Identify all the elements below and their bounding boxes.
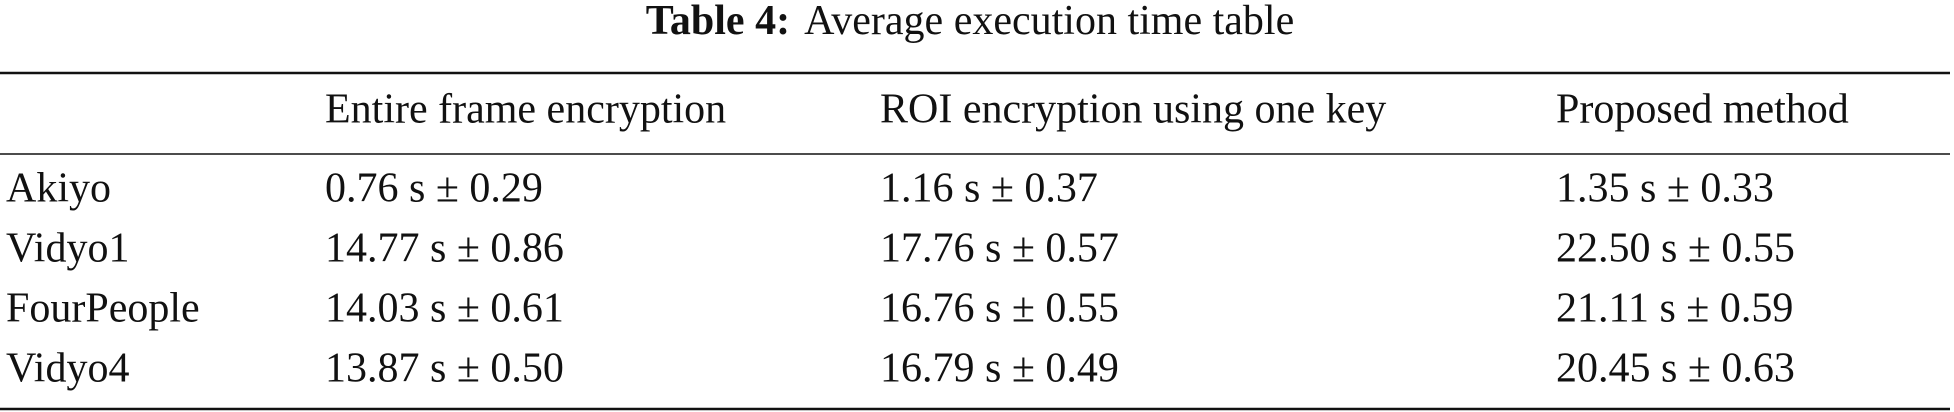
row-label: Vidyo1: [6, 226, 129, 272]
table-cell: 14.77 s ± 0.86: [325, 226, 564, 272]
row-label: Vidyo4: [6, 346, 129, 392]
table-cell: 20.45 s ± 0.63: [1556, 346, 1795, 392]
row-label: Akiyo: [6, 166, 111, 212]
table-cell: 13.87 s ± 0.50: [325, 346, 564, 392]
caption: Table 4: Average execution time table: [646, 0, 1295, 44]
table-cell: 17.76 s ± 0.57: [880, 226, 1119, 272]
column-header: Proposed method: [1556, 87, 1849, 133]
column-header: Entire frame encryption: [325, 87, 726, 133]
table-cell: 16.79 s ± 0.49: [880, 346, 1119, 392]
table-cell: 14.03 s ± 0.61: [325, 286, 564, 332]
table-cell: 0.76 s ± 0.29: [325, 166, 543, 212]
table-cell: 1.16 s ± 0.37: [880, 166, 1098, 212]
table-cell: 16.76 s ± 0.55: [880, 286, 1119, 332]
row-label: FourPeople: [6, 286, 200, 332]
table-cell: 22.50 s ± 0.55: [1556, 226, 1795, 272]
column-header: ROI encryption using one key: [880, 87, 1386, 133]
table-cell: 21.11 s ± 0.59: [1556, 286, 1793, 332]
caption-label: Table 4:: [646, 0, 790, 44]
caption-text: Average execution time table: [804, 0, 1294, 44]
table-cell: 1.35 s ± 0.33: [1556, 166, 1774, 212]
